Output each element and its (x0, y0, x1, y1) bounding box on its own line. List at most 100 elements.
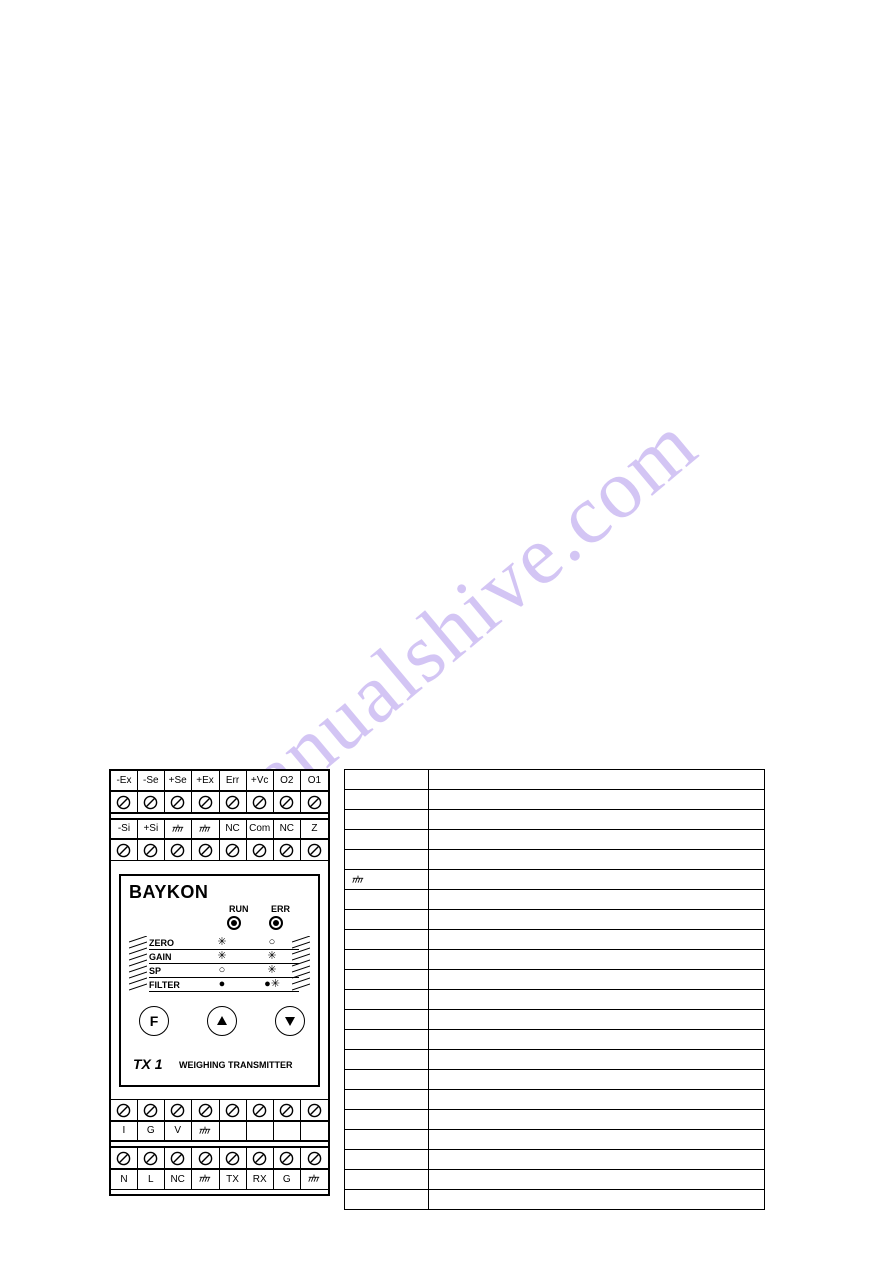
conn-symbol (345, 1190, 429, 1210)
screw-icon (247, 1148, 274, 1168)
term-label (301, 1122, 328, 1140)
connection-table (344, 769, 765, 1210)
conn-symbol (345, 1130, 429, 1150)
table-row (345, 870, 765, 890)
conn-desc (429, 850, 765, 870)
term-label: V (165, 1122, 192, 1140)
table-row: FILTER ● ●✳ (149, 978, 299, 992)
table-row (345, 1170, 765, 1190)
term-label: G (274, 1170, 301, 1189)
conn-desc (429, 1130, 765, 1150)
conn-desc (429, 990, 765, 1010)
screw-icon (274, 1100, 301, 1120)
table-row (345, 1030, 765, 1050)
conn-symbol (345, 1030, 429, 1050)
term-label: I (111, 1122, 138, 1140)
conn-desc (429, 830, 765, 850)
conn-symbol (345, 890, 429, 910)
table-row (345, 1110, 765, 1130)
ground-icon (192, 820, 219, 838)
conn-symbol (345, 1110, 429, 1130)
table-row (345, 950, 765, 970)
triangle-down-icon (283, 1014, 297, 1028)
triangle-up-icon (215, 1014, 229, 1028)
term-label: -Se (138, 771, 165, 790)
table-row (345, 1010, 765, 1030)
bottom-rail (111, 1189, 328, 1196)
conn-symbol (345, 810, 429, 830)
screw-icon (165, 840, 192, 860)
conn-symbol (345, 1170, 429, 1190)
row-c1: ● (197, 979, 247, 990)
screw-icon (165, 1100, 192, 1120)
conn-desc (429, 1170, 765, 1190)
row-c1: ✳ (197, 937, 247, 948)
term-label: Err (220, 771, 247, 790)
row-c2: ●✳ (247, 979, 297, 990)
term-row-bot1: I G V (111, 1121, 328, 1141)
screw-icon (111, 1100, 138, 1120)
down-button[interactable] (275, 1006, 305, 1036)
conn-desc (429, 1090, 765, 1110)
term-label: O1 (301, 771, 328, 790)
screw-icon (220, 792, 247, 812)
screw-icon (111, 1148, 138, 1168)
conn-symbol (345, 830, 429, 850)
screw-icon (247, 792, 274, 812)
table-row: GAIN ✳ ✳ (149, 950, 299, 964)
conn-symbol (345, 790, 429, 810)
term-label: NC (165, 1170, 192, 1189)
conn-desc (429, 1050, 765, 1070)
screw-icon (192, 1100, 219, 1120)
screw-icon (192, 840, 219, 860)
mode-table: ZERO ✳ ○ GAIN ✳ ✳ SP ○ ✳ FILTER ● ●✳ (149, 936, 299, 992)
hatch-icon (129, 936, 147, 992)
conn-desc (429, 1150, 765, 1170)
screw-icon (220, 840, 247, 860)
conn-symbol (345, 870, 429, 890)
conn-desc (429, 1070, 765, 1090)
conn-desc (429, 790, 765, 810)
f-button[interactable]: F (139, 1006, 169, 1036)
screw-icon (301, 792, 328, 812)
table-row (345, 970, 765, 990)
term-label: O2 (274, 771, 301, 790)
screw-icon (138, 1148, 165, 1168)
term-label (220, 1122, 247, 1140)
up-button[interactable] (207, 1006, 237, 1036)
screw-icon (138, 840, 165, 860)
ground-icon (301, 1170, 328, 1189)
conn-desc (429, 770, 765, 790)
term-label: +Ex (192, 771, 219, 790)
row-label: GAIN (149, 952, 197, 962)
screw-icon (301, 1148, 328, 1168)
screw-row (111, 1099, 328, 1121)
term-label (274, 1122, 301, 1140)
term-label: G (138, 1122, 165, 1140)
conn-desc (429, 890, 765, 910)
term-label: NC (220, 820, 247, 838)
table-row (345, 790, 765, 810)
conn-desc (429, 930, 765, 950)
conn-symbol (345, 1150, 429, 1170)
row-c1: ○ (197, 965, 247, 976)
screw-icon (301, 840, 328, 860)
conn-symbol (345, 910, 429, 930)
err-led-icon (269, 916, 283, 930)
conn-symbol (345, 990, 429, 1010)
term-label: TX (220, 1170, 247, 1189)
row-c2: ✳ (247, 951, 297, 962)
ground-icon (192, 1170, 219, 1189)
conn-symbol (345, 970, 429, 990)
run-led-icon (227, 916, 241, 930)
screw-icon (274, 840, 301, 860)
conn-desc (429, 1030, 765, 1050)
table-row (345, 830, 765, 850)
conn-desc (429, 950, 765, 970)
row-c1: ✳ (197, 951, 247, 962)
table-row (345, 1050, 765, 1070)
table-row (345, 850, 765, 870)
screw-icon (192, 792, 219, 812)
table-row (345, 1090, 765, 1110)
screw-row (111, 1147, 328, 1169)
